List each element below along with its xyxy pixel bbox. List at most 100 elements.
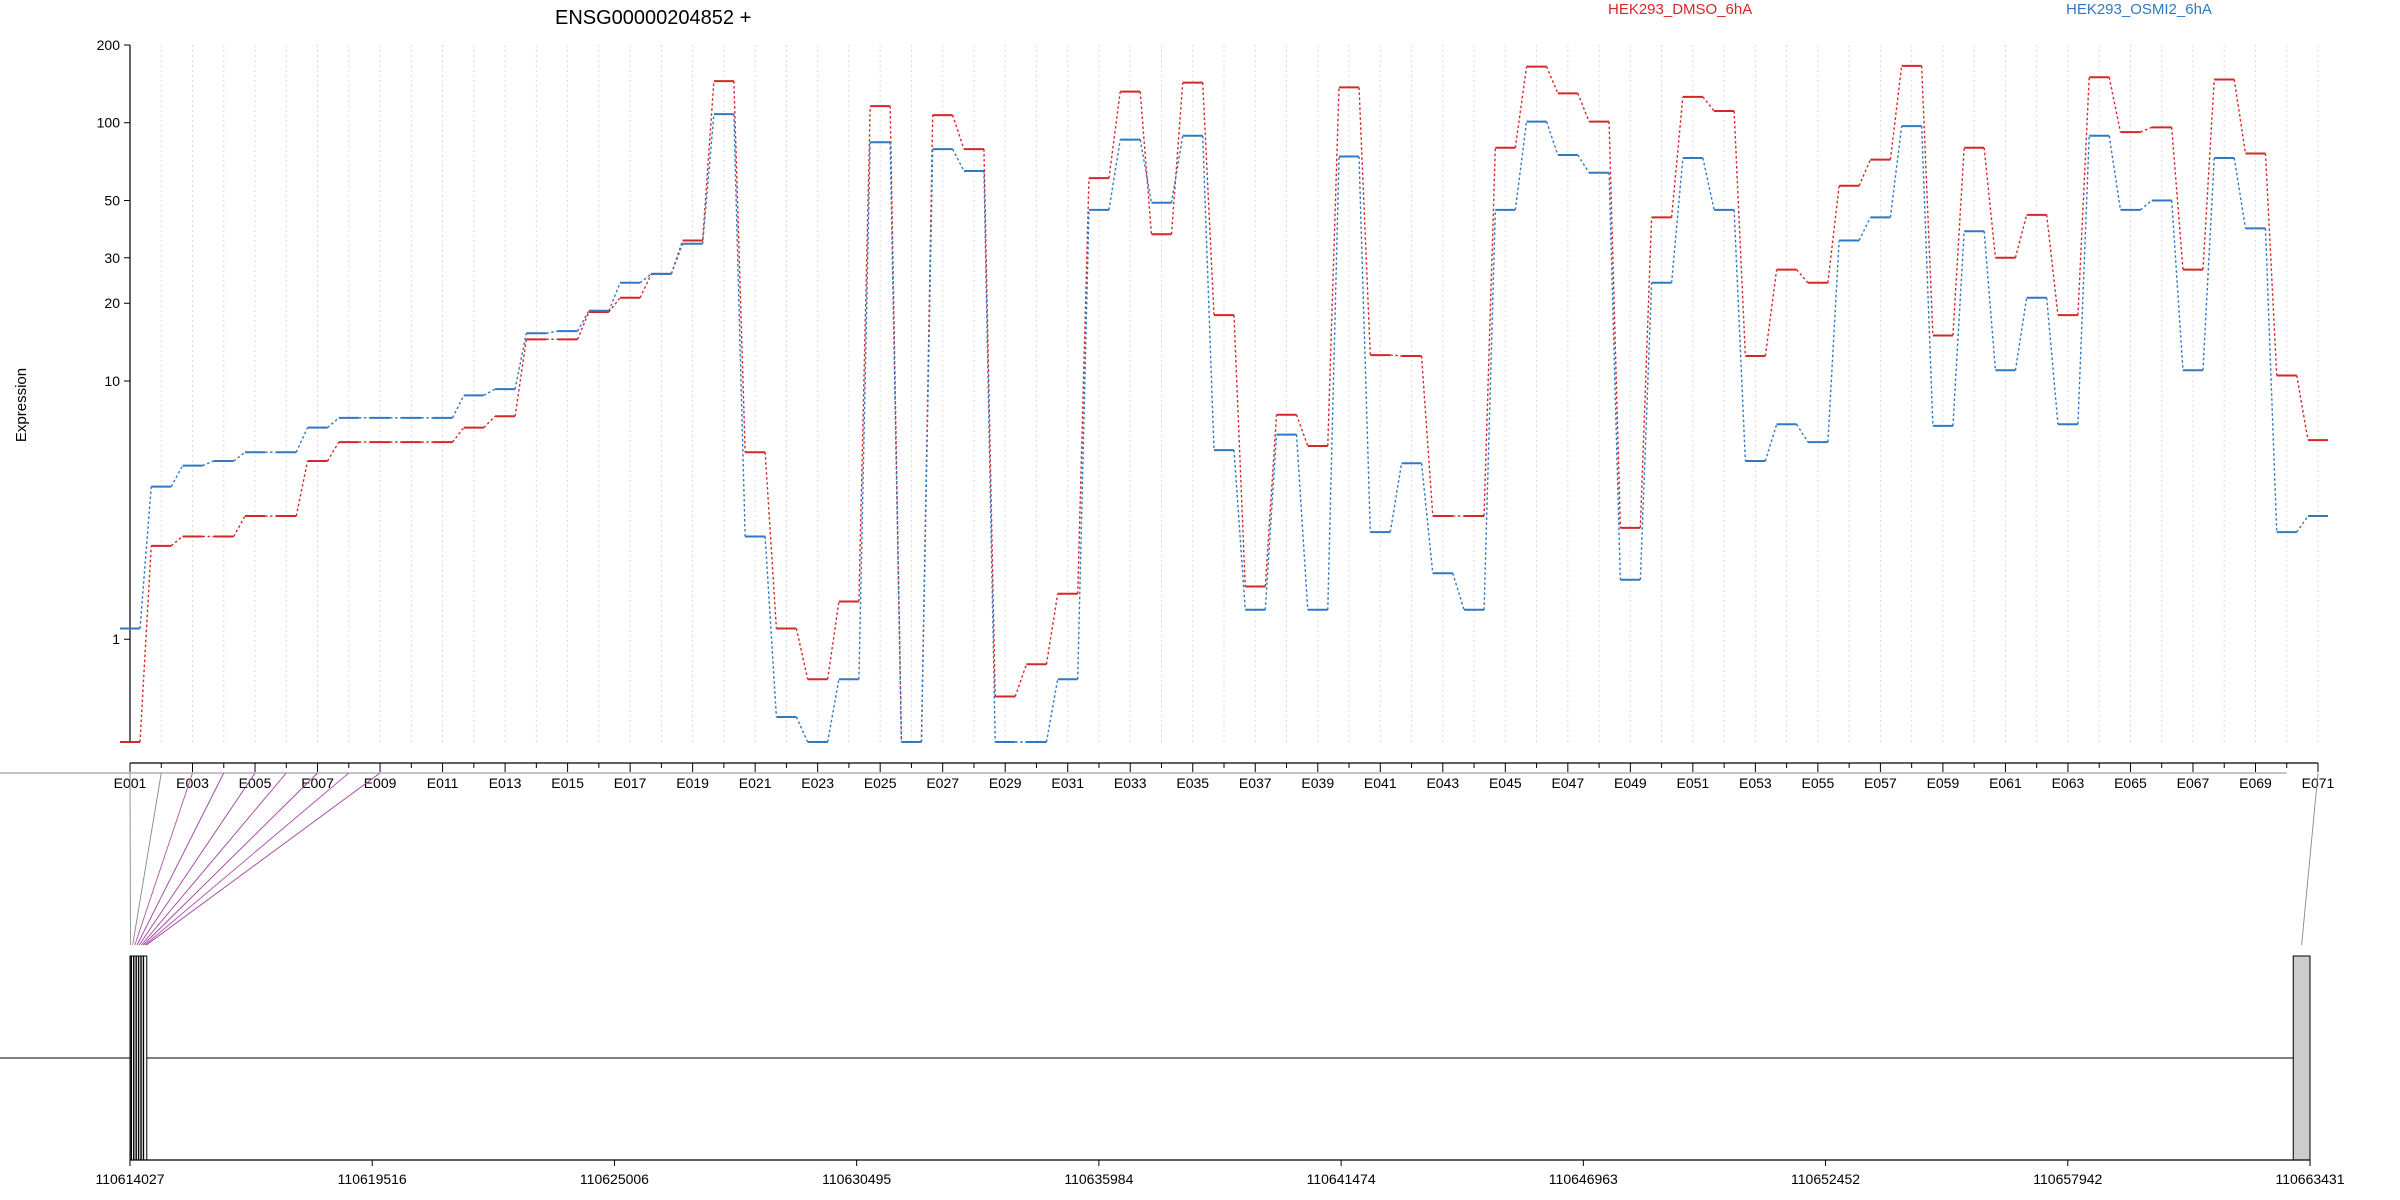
exon-connector (0, 772, 1568, 774)
exon-connector (0, 772, 724, 774)
x-tick-label: E049 (1614, 775, 1647, 791)
exon-connector (0, 772, 1350, 774)
exon-connector (0, 772, 1443, 774)
series-dmso (119, 64, 2329, 743)
exon-connector (0, 772, 2006, 774)
exon-connector (0, 772, 2225, 774)
x-tick-label: E051 (1677, 775, 1710, 791)
x-tick-label: E061 (1989, 775, 2022, 791)
x-tick-label: E039 (1301, 775, 1334, 791)
exon-connector (0, 772, 1381, 774)
exon-connector (0, 772, 1725, 774)
series-layer (119, 64, 2329, 743)
exon-connector (0, 772, 412, 774)
exon-connector (0, 772, 1318, 774)
genomic-tick-label: 110646963 (1549, 1171, 1618, 1187)
series-connector (139, 114, 2309, 743)
x-tick-label: E015 (551, 775, 584, 791)
exon-connector-lines (0, 772, 2319, 946)
series-connector (139, 65, 2309, 743)
y-tick-label: 100 (97, 115, 121, 131)
exon-connector (0, 772, 881, 774)
exon-connector (0, 772, 2256, 774)
x-tick-label: E027 (926, 775, 959, 791)
y-tick-label: 200 (97, 37, 121, 53)
x-tick-label: E065 (2114, 775, 2147, 791)
legend-label-dmso: HEK293_DMSO_6hA (1608, 1, 1752, 18)
x-tick-label: E071 (2302, 775, 2335, 791)
y-axis-label: Expression (13, 368, 30, 442)
exon-connector (0, 772, 1693, 774)
exon-connector (144, 772, 350, 946)
exon-connector (0, 772, 1975, 774)
exon-connector (132, 772, 162, 946)
exon-connector (0, 772, 2037, 774)
exon-connector (0, 772, 506, 774)
exon-connector (0, 772, 1912, 774)
exon-connector (0, 772, 1600, 774)
x-tick-label: E013 (489, 775, 522, 791)
exon-connector (146, 772, 381, 946)
gene-model (0, 955, 2311, 1161)
y-tick-label: 30 (104, 250, 120, 266)
y-tick-label: 1 (112, 631, 120, 647)
exon-connector (0, 772, 943, 774)
exon-connector (0, 772, 1631, 774)
exon-connector (2301, 772, 2319, 946)
exon-connector (138, 772, 256, 946)
y-tick-label: 20 (104, 295, 120, 311)
vertical-grid (129, 45, 2319, 742)
exon-connector (0, 772, 1068, 774)
exon-connector (0, 772, 1850, 774)
x-tick-label: E021 (739, 775, 772, 791)
x-tick-label: E045 (1489, 775, 1522, 791)
exon-connector (0, 772, 443, 774)
exon-connector (0, 772, 1787, 774)
x-tick-label: E023 (801, 775, 834, 791)
x-tick-label: E031 (1051, 775, 1084, 791)
genomic-tick-label: 110619516 (338, 1171, 407, 1187)
exon-connector (0, 772, 1193, 774)
x-tick-label: E005 (239, 775, 272, 791)
y-tick-label: 10 (104, 373, 120, 389)
exon-connector (0, 772, 1506, 774)
x-tick-label: E069 (2239, 775, 2272, 791)
chart-title: ENSG00000204852 + (555, 7, 751, 29)
y-axis: 1 10 20 30 50 100 200 (97, 37, 131, 742)
x-tick-label: E041 (1364, 775, 1397, 791)
exon-connector (136, 772, 225, 946)
exon-connector (0, 772, 1037, 774)
legend-label-osmi2: HEK293_OSMI2_6hA (2066, 1, 2212, 18)
x-tick-label: E043 (1426, 775, 1459, 791)
x-tick-label: E067 (2177, 775, 2210, 791)
x-tick-label: E007 (301, 775, 334, 791)
x-axis: E001 E003 E005 E007 E009 E011 E013 E015 E017 E019… (114, 762, 2335, 791)
exon-connector (0, 772, 2162, 774)
x-tick-label: E059 (1927, 775, 1960, 791)
series-osmi2 (119, 113, 2329, 743)
exon-connector (0, 772, 662, 774)
exon-connector (0, 772, 818, 774)
exon-connector (0, 772, 974, 774)
x-tick-label: E033 (1114, 775, 1147, 791)
exon-connector (0, 772, 2068, 774)
genomic-tick-label: 110625006 (580, 1171, 649, 1187)
x-tick-label: E011 (427, 775, 459, 791)
exon-connector (0, 772, 2193, 774)
exon-connector (0, 772, 2287, 774)
exon-connector (0, 772, 1412, 774)
genomic-tick-label: 110652452 (1791, 1171, 1860, 1187)
x-tick-label: E029 (989, 775, 1022, 791)
exon-connector (0, 772, 1818, 774)
exon-connector (0, 772, 568, 774)
y-tick-label: 50 (104, 192, 120, 208)
exon-connector (0, 772, 1662, 774)
exon-connector (0, 772, 849, 774)
exon-connector (141, 772, 287, 946)
exon-connector (0, 772, 1162, 774)
intron-line (0, 1030, 2294, 1058)
exon-connector (0, 772, 1256, 774)
exon-connector (134, 772, 193, 946)
exon-connector (0, 772, 599, 774)
